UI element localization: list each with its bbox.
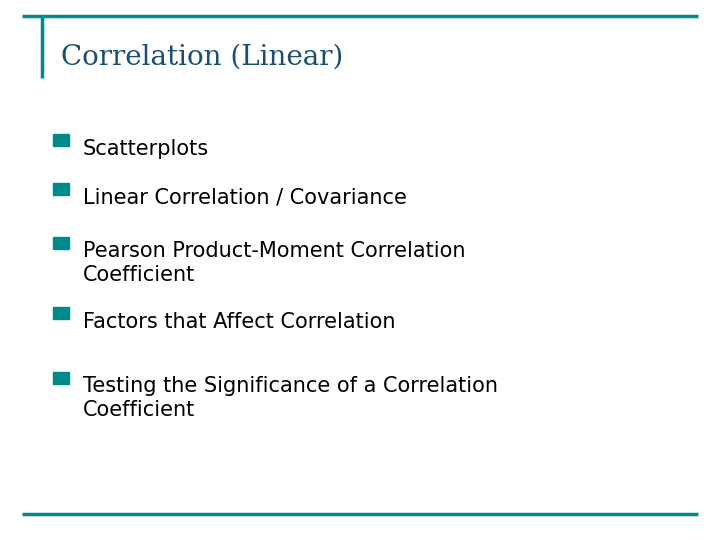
Text: Testing the Significance of a Correlation
Coefficient: Testing the Significance of a Correlatio… xyxy=(83,376,498,420)
Bar xyxy=(53,134,69,146)
Text: Pearson Product-Moment Correlation
Coefficient: Pearson Product-Moment Correlation Coeff… xyxy=(83,241,465,285)
Bar xyxy=(53,372,69,384)
Text: Linear Correlation / Covariance: Linear Correlation / Covariance xyxy=(83,187,407,207)
Bar xyxy=(53,237,69,249)
Text: Factors that Affect Correlation: Factors that Affect Correlation xyxy=(83,312,395,332)
Bar xyxy=(53,307,69,319)
Bar xyxy=(53,183,69,195)
Text: Scatterplots: Scatterplots xyxy=(83,139,209,159)
Text: Correlation (Linear): Correlation (Linear) xyxy=(61,43,343,70)
